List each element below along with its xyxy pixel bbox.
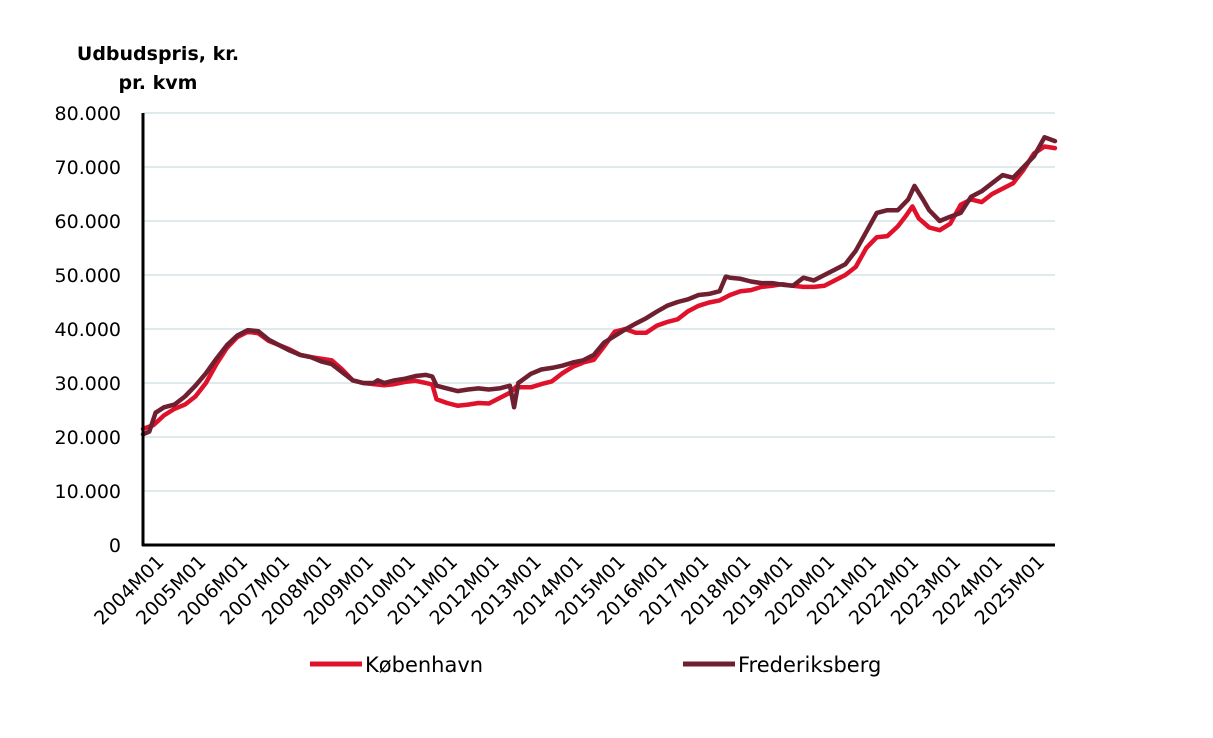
y-axis-title-line-1: Udbudspris, kr. [77,43,239,65]
y-axis-title-line-2: pr. kvm [119,72,198,94]
series-layer [140,135,1058,437]
y-tick-label: 40.000 [55,319,121,341]
gridlines [143,112,1055,492]
y-axis-ticks: 0 10.000 20.000 30.000 40.000 50.000 60.000 70.… [55,103,121,557]
y-tick-label: 50.000 [55,265,121,287]
y-axis-title: Udbudspris, kr. pr. kvm [77,43,239,94]
y-tick-label: 60.000 [55,211,121,233]
axes [141,113,1055,547]
y-tick-label: 70.000 [55,157,121,179]
y-tick-label: 80.000 [55,103,121,125]
y-tick-label: 20.000 [55,427,121,449]
legend-label: Frederiksberg [738,653,881,677]
series-line-frederiksberg [140,135,1058,437]
x-axis-ticks: 2004M012005M012006M012007M012008M012009M… [90,551,1049,629]
legend-label: København [365,653,483,677]
y-tick-label: 30.000 [55,373,121,395]
legend: København Frederiksberg [310,653,881,677]
y-tick-label: 10.000 [55,481,121,503]
y-tick-label: 0 [109,535,121,557]
